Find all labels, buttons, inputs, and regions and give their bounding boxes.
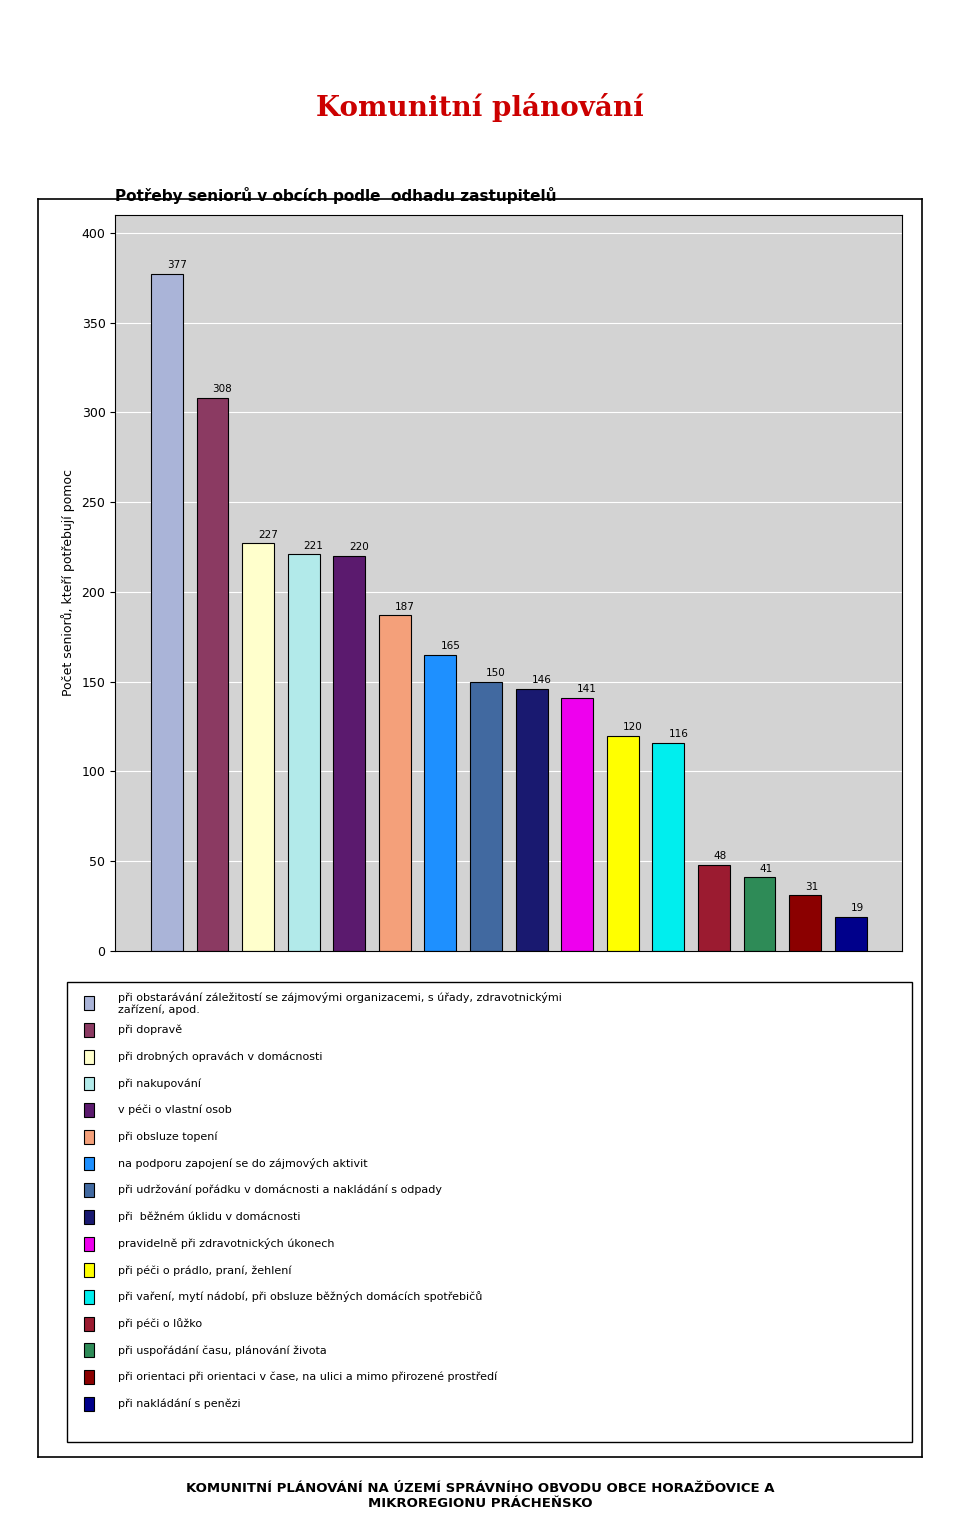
Text: Komunitní plánování: Komunitní plánování <box>316 94 644 121</box>
Bar <box>379 615 411 951</box>
Text: při drobných opravách v domácnosti: při drobných opravách v domácnosti <box>118 1051 323 1062</box>
Bar <box>562 698 593 951</box>
Bar <box>834 917 867 951</box>
FancyBboxPatch shape <box>84 1316 94 1330</box>
Bar <box>653 742 684 951</box>
Text: 19: 19 <box>851 904 864 913</box>
Bar <box>424 655 456 951</box>
FancyBboxPatch shape <box>84 1264 94 1278</box>
Text: v péči o vlastní osob: v péči o vlastní osob <box>118 1104 231 1115</box>
FancyBboxPatch shape <box>84 1397 94 1411</box>
Bar <box>333 555 365 951</box>
FancyBboxPatch shape <box>67 982 912 1442</box>
Bar <box>151 275 183 951</box>
Text: při nakupování: při nakupování <box>118 1078 201 1089</box>
Text: KOMUNITNÍ PLÁNOVÁNÍ NA ÚZEMÍ SPRÁVNÍHO OBVODU OBCE HORAŽĎOVICE A
MIKROREGIONU PR: KOMUNITNÍ PLÁNOVÁNÍ NA ÚZEMÍ SPRÁVNÍHO O… <box>185 1482 775 1509</box>
Text: při  běžném úklidu v domácnosti: při běžném úklidu v domácnosti <box>118 1212 300 1223</box>
FancyBboxPatch shape <box>84 1023 94 1037</box>
Text: 220: 220 <box>349 543 369 552</box>
Text: 48: 48 <box>714 851 727 861</box>
Text: při péči o prádlo, praní, žehlení: při péči o prádlo, praní, žehlení <box>118 1266 292 1276</box>
Text: při péči o lůžko: při péči o lůžko <box>118 1318 202 1328</box>
Text: 165: 165 <box>441 641 460 650</box>
Text: 116: 116 <box>668 729 688 739</box>
Bar <box>470 681 502 951</box>
Text: pravidelně při zdravotnických úkonech: pravidelně při zdravotnických úkonech <box>118 1238 334 1249</box>
Bar <box>197 397 228 951</box>
Bar <box>744 877 776 951</box>
Text: 221: 221 <box>303 540 324 551</box>
FancyBboxPatch shape <box>84 1183 94 1197</box>
FancyBboxPatch shape <box>84 1290 94 1304</box>
FancyBboxPatch shape <box>84 1103 94 1117</box>
Text: 227: 227 <box>258 529 278 540</box>
Text: Potřeby seniorů: Potřeby seniorů <box>441 1009 577 1026</box>
Text: 308: 308 <box>212 385 232 394</box>
Y-axis label: Počet seniorů, kteří potřebují pomoc: Počet seniorů, kteří potřebují pomoc <box>60 469 75 696</box>
Text: 146: 146 <box>532 675 551 686</box>
FancyBboxPatch shape <box>84 1049 94 1063</box>
Text: na podporu zapojení se do zájmových aktivit: na podporu zapojení se do zájmových akti… <box>118 1158 368 1169</box>
Text: Potřeby seniorů v obcích podle  odhadu zastupitelů: Potřeby seniorů v obcích podle odhadu za… <box>115 187 557 204</box>
Bar <box>516 689 547 951</box>
FancyBboxPatch shape <box>84 997 94 1011</box>
Text: 41: 41 <box>759 864 773 874</box>
Bar <box>789 896 821 951</box>
Text: při obstarávání záležitostí se zájmovými organizacemi, s úřady, zdravotnickými
z: při obstarávání záležitostí se zájmovými… <box>118 992 562 1016</box>
Text: při vaření, mytí nádobí, při obsluze běžných domácích spotřebičů: při vaření, mytí nádobí, při obsluze běž… <box>118 1292 482 1302</box>
Text: 377: 377 <box>167 261 187 270</box>
Text: 1: 1 <box>504 980 514 994</box>
FancyBboxPatch shape <box>84 1131 94 1144</box>
FancyBboxPatch shape <box>84 1210 94 1224</box>
Text: při obsluze topení: při obsluze topení <box>118 1132 217 1143</box>
Bar <box>242 543 274 951</box>
Bar <box>288 554 320 951</box>
FancyBboxPatch shape <box>84 1157 94 1170</box>
FancyBboxPatch shape <box>84 1370 94 1384</box>
Text: při orientaci při orientaci v čase, na ulici a mimo přirozené prostředí: při orientaci při orientaci v čase, na u… <box>118 1371 497 1382</box>
Bar <box>698 865 730 951</box>
Text: při dopravě: při dopravě <box>118 1025 182 1035</box>
Text: při uspořádání času, plánování života: při uspořádání času, plánování života <box>118 1345 326 1356</box>
FancyBboxPatch shape <box>84 1344 94 1358</box>
Text: 120: 120 <box>623 723 642 732</box>
Text: při nakládání s penězi: při nakládání s penězi <box>118 1399 241 1410</box>
FancyBboxPatch shape <box>84 1077 94 1091</box>
Text: 150: 150 <box>486 669 506 678</box>
Bar <box>607 736 638 951</box>
Text: 187: 187 <box>395 601 415 612</box>
FancyBboxPatch shape <box>84 1236 94 1250</box>
Text: při udržování pořádku v domácnosti a nakládání s odpady: při udržování pořádku v domácnosti a nak… <box>118 1184 442 1195</box>
Text: 31: 31 <box>805 882 818 891</box>
Text: 141: 141 <box>577 684 597 695</box>
